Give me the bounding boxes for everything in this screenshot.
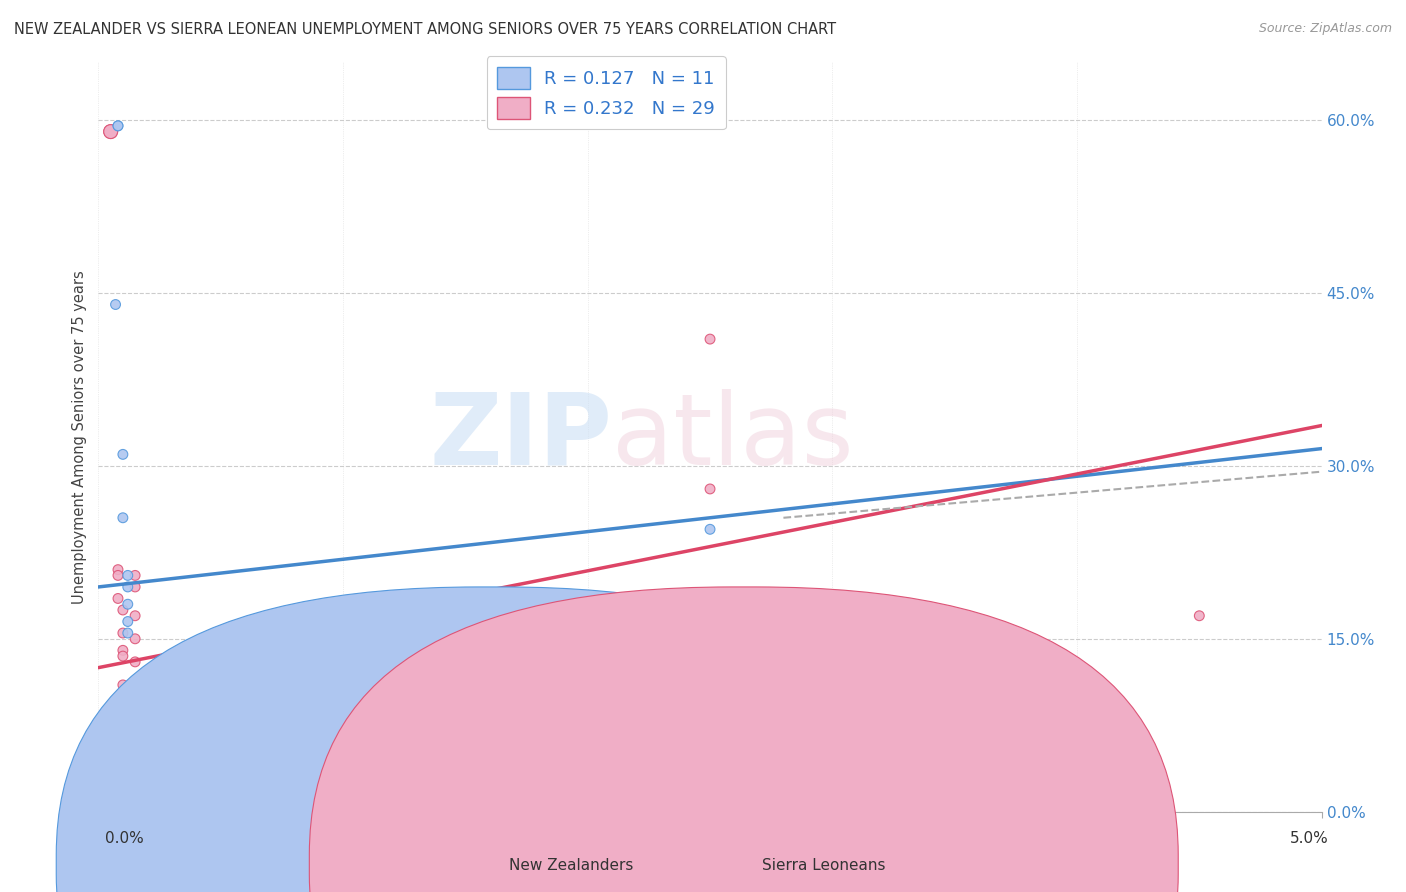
Y-axis label: Unemployment Among Seniors over 75 years: Unemployment Among Seniors over 75 years bbox=[72, 270, 87, 604]
Text: atlas: atlas bbox=[612, 389, 853, 485]
Point bbox=[111, 706, 134, 721]
Point bbox=[1188, 608, 1211, 623]
Point bbox=[124, 568, 146, 582]
Point bbox=[699, 522, 721, 536]
Point bbox=[107, 119, 129, 133]
Point bbox=[111, 701, 134, 715]
Point bbox=[107, 563, 129, 577]
Point bbox=[111, 741, 134, 756]
Point bbox=[111, 643, 134, 657]
Point bbox=[111, 649, 134, 664]
Point bbox=[149, 730, 172, 744]
Point bbox=[107, 119, 129, 133]
Point bbox=[117, 580, 139, 594]
Point bbox=[136, 718, 159, 732]
Point bbox=[124, 655, 146, 669]
Text: Source: ZipAtlas.com: Source: ZipAtlas.com bbox=[1258, 22, 1392, 36]
Point bbox=[117, 626, 139, 640]
Point bbox=[111, 447, 134, 461]
Point bbox=[111, 678, 134, 692]
Point bbox=[124, 608, 146, 623]
Text: Sierra Leoneans: Sierra Leoneans bbox=[762, 858, 886, 872]
Point bbox=[699, 730, 721, 744]
Point bbox=[117, 568, 139, 582]
Point bbox=[124, 580, 146, 594]
Point bbox=[117, 615, 139, 629]
Point bbox=[111, 747, 134, 761]
Point bbox=[100, 125, 122, 139]
Point bbox=[136, 741, 159, 756]
Point bbox=[100, 125, 122, 139]
Point bbox=[699, 730, 721, 744]
Point bbox=[124, 730, 146, 744]
Text: 0.0%: 0.0% bbox=[105, 831, 145, 846]
Point bbox=[107, 568, 129, 582]
Point bbox=[124, 724, 146, 739]
Point bbox=[107, 591, 129, 606]
Point bbox=[111, 626, 134, 640]
Point bbox=[124, 678, 146, 692]
Text: New Zealanders: New Zealanders bbox=[509, 858, 633, 872]
Text: 5.0%: 5.0% bbox=[1289, 831, 1329, 846]
Point bbox=[699, 332, 721, 346]
Point bbox=[699, 482, 721, 496]
Point bbox=[111, 603, 134, 617]
Legend: R = 0.127   N = 11, R = 0.232   N = 29: R = 0.127 N = 11, R = 0.232 N = 29 bbox=[486, 56, 725, 129]
Point bbox=[111, 510, 134, 524]
Point bbox=[104, 297, 127, 311]
Point bbox=[124, 632, 146, 646]
Text: NEW ZEALANDER VS SIERRA LEONEAN UNEMPLOYMENT AMONG SENIORS OVER 75 YEARS CORRELA: NEW ZEALANDER VS SIERRA LEONEAN UNEMPLOY… bbox=[14, 22, 837, 37]
Text: ZIP: ZIP bbox=[429, 389, 612, 485]
Point bbox=[117, 597, 139, 611]
